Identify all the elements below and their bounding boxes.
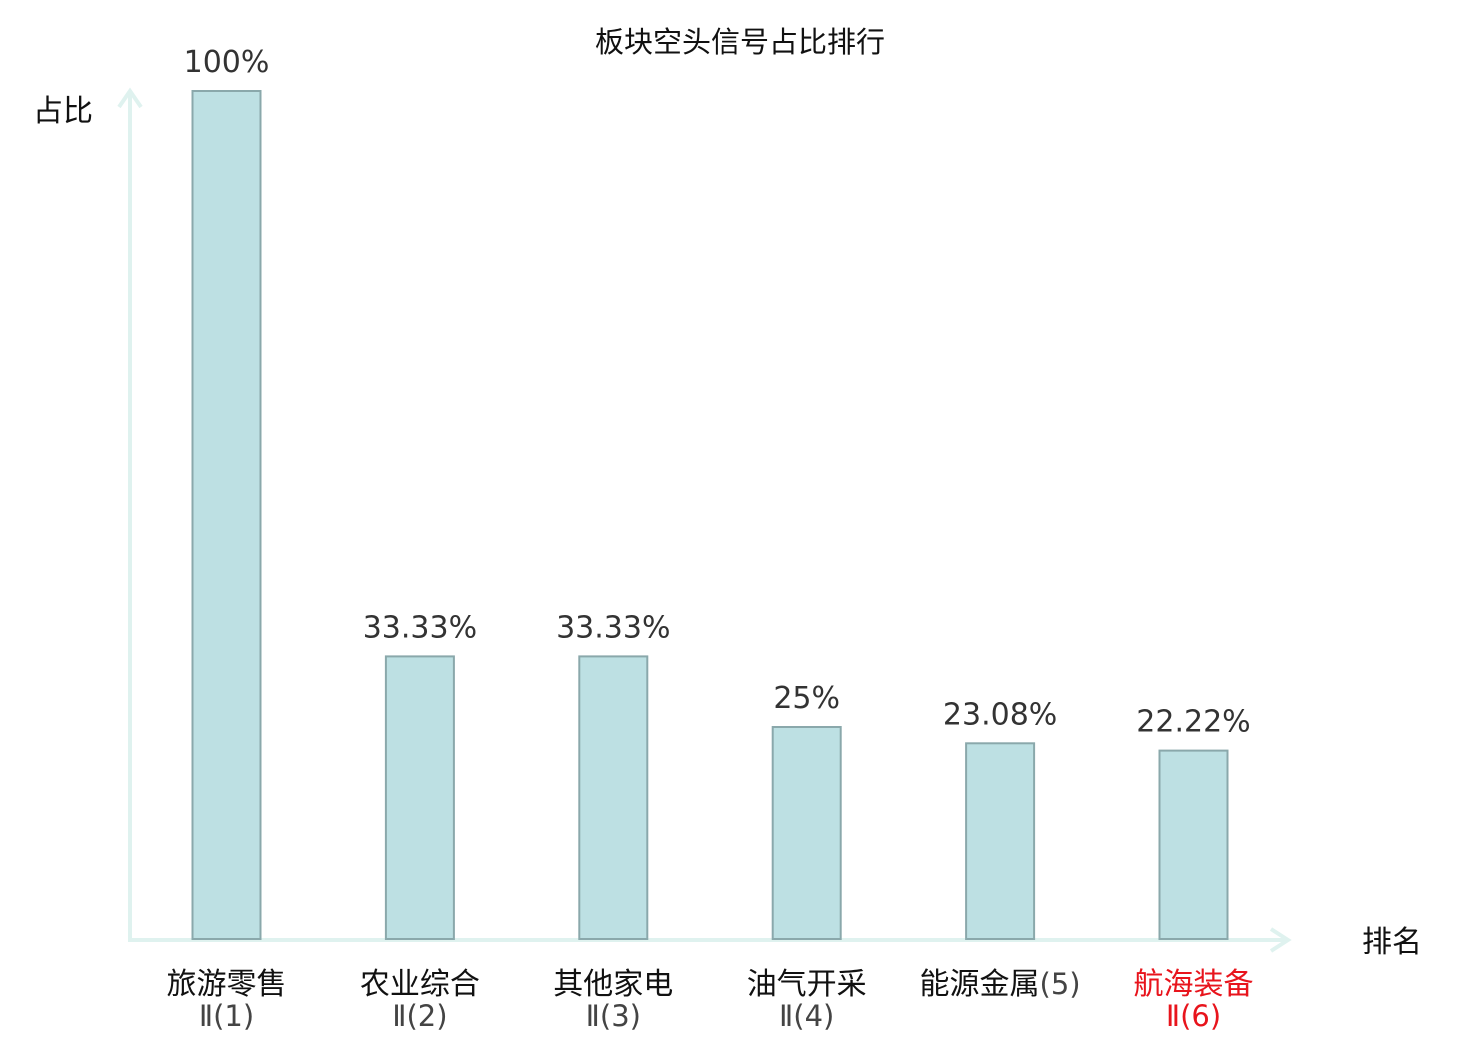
category-name-6: 航海装备 [1134,967,1254,1002]
bar-2 [384,655,455,941]
x-axis-label: 排名 [1362,925,1422,960]
y-axis [117,87,143,940]
bar-6 [1158,749,1229,940]
x-axis [128,927,1292,953]
chart-title: 板块空头信号占比排行 [595,25,885,59]
bar-5 [965,742,1036,940]
value-label-5: 23.08% [943,697,1057,732]
category-name-1: 旅游零售 [167,967,287,1002]
category-name-2: 农业综合 [360,967,480,1002]
y-axis-label: 占比 [33,94,93,129]
value-label-6: 22.22% [1136,705,1250,740]
bars-group [191,90,1229,941]
bar-1 [191,90,262,940]
category-label-5: 能源金属(5) [920,967,1081,1002]
category-rank-4: Ⅱ(4) [779,999,834,1033]
value-labels-group: 100% 33.33% 33.33% 25% 23.08% 22.22% [184,45,1251,740]
value-label-1: 100% [184,45,270,80]
value-label-4: 25% [773,681,840,716]
category-rank-2: Ⅱ(2) [392,999,447,1033]
category-name-4: 油气开采 [747,967,867,1002]
bar-3 [578,655,649,941]
bar-4 [771,726,842,940]
category-name-3: 其他家电 [553,967,673,1002]
category-rank-3: Ⅱ(3) [586,999,641,1033]
value-label-3: 33.33% [556,610,670,645]
category-rank-6: Ⅱ(6) [1166,999,1221,1033]
category-rank-1: Ⅱ(1) [199,999,254,1033]
value-label-2: 33.33% [363,610,477,645]
